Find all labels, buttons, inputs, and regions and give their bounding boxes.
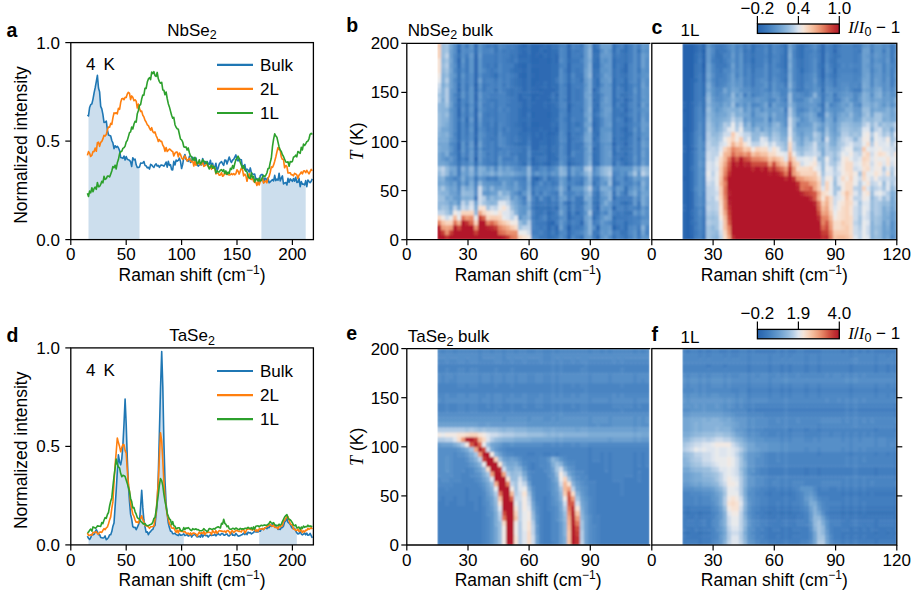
- svg-text:0: 0: [390, 536, 399, 555]
- svg-text:f: f: [652, 323, 659, 345]
- svg-text:0: 0: [66, 245, 75, 264]
- svg-text:30: 30: [704, 551, 723, 570]
- svg-text:50: 50: [117, 245, 136, 264]
- svg-text:−0.2: −0.2: [741, 304, 775, 323]
- svg-text:60: 60: [765, 245, 784, 264]
- svg-text:0.0: 0.0: [36, 231, 60, 250]
- svg-text:1L: 1L: [681, 328, 700, 347]
- svg-text:1L: 1L: [260, 410, 279, 429]
- svg-text:Normalized intensity: Normalized intensity: [11, 66, 31, 224]
- svg-text:1L: 1L: [260, 104, 279, 123]
- svg-text:50: 50: [380, 182, 399, 201]
- svg-text:200: 200: [371, 340, 399, 359]
- svg-text:60: 60: [765, 551, 784, 570]
- svg-text:Raman shift (cm−1): Raman shift (cm−1): [455, 568, 602, 590]
- svg-text:60: 60: [520, 245, 539, 264]
- svg-text:60: 60: [520, 551, 539, 570]
- svg-text:90: 90: [826, 245, 845, 264]
- svg-text:0: 0: [390, 231, 399, 250]
- svg-text:0: 0: [402, 551, 411, 570]
- svg-text:0.5: 0.5: [36, 132, 60, 151]
- svg-text:NbSe2: NbSe2: [167, 21, 217, 43]
- svg-text:100: 100: [167, 551, 195, 570]
- svg-text:1.0: 1.0: [36, 339, 60, 358]
- svg-text:Raman shift (cm−1): Raman shift (cm−1): [701, 568, 848, 590]
- svg-text:Raman shift (cm−1): Raman shift (cm−1): [119, 263, 266, 285]
- svg-text:0.5: 0.5: [36, 437, 60, 456]
- svg-text:−0.2: −0.2: [741, 0, 775, 18]
- svg-text:100: 100: [371, 438, 399, 457]
- svg-text:120: 120: [883, 245, 911, 264]
- svg-text:Normalized intensity: Normalized intensity: [11, 371, 31, 529]
- svg-text:90: 90: [581, 551, 600, 570]
- svg-text:150: 150: [223, 551, 251, 570]
- svg-text:0: 0: [647, 245, 656, 264]
- svg-text:a: a: [7, 19, 18, 41]
- svg-text:d: d: [7, 324, 19, 346]
- svg-text:0.4: 0.4: [787, 0, 811, 18]
- svg-text:I/I0 − 1: I/I0 − 1: [847, 324, 900, 345]
- svg-text:4.0: 4.0: [827, 304, 851, 323]
- svg-text:0: 0: [402, 245, 411, 264]
- svg-text:0.0: 0.0: [36, 536, 60, 555]
- svg-text:100: 100: [371, 133, 399, 152]
- svg-text:e: e: [346, 322, 357, 344]
- svg-text:0: 0: [66, 551, 75, 570]
- svg-text:Bulk: Bulk: [260, 56, 294, 75]
- svg-text:2L: 2L: [260, 386, 279, 405]
- svg-text:4 K: 4 K: [86, 361, 116, 380]
- svg-text:1.0: 1.0: [36, 34, 60, 53]
- svg-text:150: 150: [371, 389, 399, 408]
- svg-text:1L: 1L: [681, 21, 700, 40]
- svg-text:Raman shift (cm−1): Raman shift (cm−1): [119, 568, 266, 590]
- svg-text:30: 30: [459, 551, 478, 570]
- svg-text:150: 150: [223, 245, 251, 264]
- svg-text:0: 0: [647, 551, 656, 570]
- svg-text:b: b: [346, 14, 358, 36]
- svg-text:100: 100: [167, 245, 195, 264]
- svg-text:90: 90: [581, 245, 600, 264]
- svg-text:30: 30: [459, 245, 478, 264]
- svg-text:1.0: 1.0: [827, 0, 851, 18]
- svg-text:c: c: [652, 16, 663, 38]
- svg-text:T (K): T (K): [347, 122, 367, 160]
- svg-text:90: 90: [826, 551, 845, 570]
- svg-text:2L: 2L: [260, 80, 279, 99]
- svg-text:30: 30: [704, 245, 723, 264]
- svg-text:50: 50: [380, 487, 399, 506]
- svg-text:I/I0 − 1: I/I0 − 1: [847, 18, 900, 39]
- svg-text:120: 120: [883, 551, 911, 570]
- svg-text:200: 200: [278, 551, 306, 570]
- svg-text:50: 50: [117, 551, 136, 570]
- svg-text:1.9: 1.9: [787, 304, 811, 323]
- svg-text:200: 200: [371, 34, 399, 53]
- svg-text:Raman shift (cm−1): Raman shift (cm−1): [455, 263, 602, 285]
- svg-text:Bulk: Bulk: [260, 362, 294, 381]
- svg-text:4 K: 4 K: [86, 55, 116, 74]
- svg-text:150: 150: [371, 83, 399, 102]
- svg-text:Raman shift (cm−1): Raman shift (cm−1): [701, 263, 848, 285]
- svg-text:T (K): T (K): [347, 428, 367, 466]
- svg-text:200: 200: [278, 245, 306, 264]
